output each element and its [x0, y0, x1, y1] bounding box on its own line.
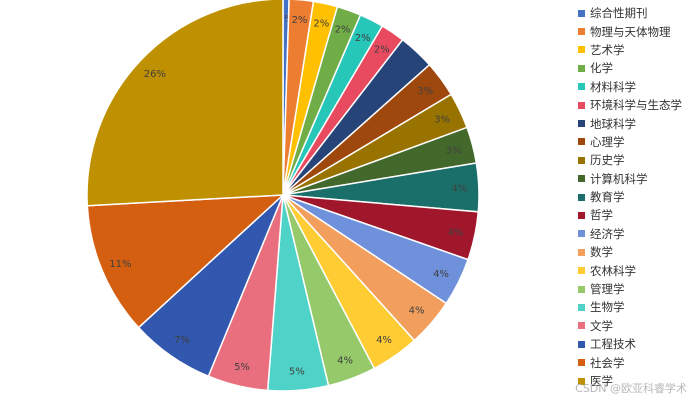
legend-item: 地球科学	[578, 114, 682, 132]
legend-label: 环境科学与生态学	[590, 98, 682, 113]
legend-item: 医学	[578, 372, 682, 390]
legend-item: 管理学	[578, 280, 682, 298]
slice-data-label: 4%	[451, 184, 467, 195]
legend-item: 计算机科学	[578, 170, 682, 188]
slice-data-label: 4%	[376, 335, 392, 346]
legend-label: 计算机科学	[590, 171, 648, 186]
slice-data-label: 2%	[335, 24, 351, 35]
legend-item: 数学	[578, 243, 682, 261]
watermark-text: CSDN @欧亚科睿学术	[575, 382, 687, 395]
slice-data-label: 7%	[174, 335, 190, 346]
legend-item: 心理学	[578, 133, 682, 151]
slice-data-label: 4%	[448, 227, 464, 238]
legend-swatch	[578, 64, 585, 72]
legend-label: 教育学	[590, 190, 625, 205]
legend-swatch	[578, 156, 585, 164]
legend-swatch	[578, 230, 585, 238]
legend-swatch	[578, 211, 585, 219]
legend-item: 社会学	[578, 353, 682, 371]
legend-item: 物理与天体物理	[578, 22, 682, 40]
legend-label: 医学	[590, 374, 613, 388]
slice-data-label: 11%	[109, 259, 131, 270]
legend-swatch	[578, 267, 585, 275]
legend-swatch	[578, 138, 585, 146]
legend-item: 教育学	[578, 188, 682, 206]
legend-label: 哲学	[590, 208, 613, 223]
slice-data-label: 2%	[313, 18, 329, 29]
legend-swatch	[578, 28, 585, 36]
slice-data-label: 4%	[409, 306, 425, 317]
slice-data-label: 3%	[446, 146, 462, 157]
legend-swatch	[578, 83, 585, 91]
legend-label: 化学	[590, 61, 613, 76]
legend-label: 地球科学	[590, 116, 636, 131]
legend-swatch	[578, 101, 585, 109]
legend-label: 工程技术	[590, 337, 636, 352]
legend-item: 工程技术	[578, 335, 682, 353]
legend-item: 综合性期刊	[578, 4, 682, 22]
legend-label: 经济学	[590, 226, 625, 241]
legend-label: 心理学	[590, 134, 625, 149]
legend-item: 文学	[578, 317, 682, 335]
chart-legend: 综合性期刊物理与天体物理 艺术学化学材料科学环境科学与生态学 地球科学心理学历史学计…	[578, 4, 682, 390]
legend-swatch	[578, 46, 585, 54]
legend-item: 化学	[578, 59, 682, 77]
legend-item: 材料科学	[578, 78, 682, 96]
slice-data-label: 2%	[355, 33, 371, 44]
slice-data-label: 5%	[234, 362, 250, 373]
slice-data-label: 26%	[144, 69, 166, 80]
legend-label: 数学	[590, 245, 613, 260]
legend-item: 艺术学	[578, 41, 682, 59]
slice-data-label: 4%	[337, 356, 353, 367]
legend-swatch	[578, 248, 585, 256]
legend-item: 农林科学	[578, 261, 682, 279]
legend-item: 生物学	[578, 298, 682, 316]
legend-label: 生物学	[590, 300, 625, 315]
slice-data-label: 4%	[433, 269, 449, 280]
legend-swatch	[578, 9, 585, 17]
slice-data-label: 0%	[278, 14, 294, 25]
legend-label: 历史学	[590, 153, 625, 168]
legend-swatch	[578, 322, 585, 330]
legend-swatch	[578, 120, 585, 128]
pie-slice	[86, 0, 284, 207]
slice-data-label: 5%	[289, 366, 305, 377]
legend-swatch	[578, 285, 585, 293]
legend-label: 艺术学	[590, 42, 625, 57]
legend-swatch	[578, 377, 585, 385]
legend-swatch	[578, 340, 585, 348]
legend-item: 哲学	[578, 206, 682, 224]
legend-item: 环境科学与生态学	[578, 96, 682, 114]
pie-slice	[86, 194, 286, 329]
legend-label: 社会学	[590, 355, 625, 370]
legend-swatch	[578, 303, 585, 311]
slice-data-label: 3%	[434, 115, 450, 126]
legend-label: 农林科学	[590, 263, 636, 278]
legend-label: 综合性期刊	[590, 6, 648, 21]
legend-item: 历史学	[578, 151, 682, 169]
legend-label: 材料科学	[590, 79, 636, 94]
legend-label: 管理学	[590, 282, 625, 297]
slice-data-label: 2%	[374, 44, 390, 55]
pie-chart: 0%2% 2%2%2%2%3%3%3%4%4%4%4%4%4%5%5%7%11%2…	[86, 0, 480, 392]
legend-swatch	[578, 359, 585, 367]
legend-swatch	[578, 175, 585, 183]
legend-label: 文学	[590, 318, 613, 333]
legend-swatch	[578, 193, 585, 201]
slice-data-label: 3%	[417, 86, 433, 97]
legend-label: 物理与天体物理	[590, 24, 671, 39]
legend-item: 经济学	[578, 225, 682, 243]
slice-data-label: 2%	[292, 15, 308, 26]
